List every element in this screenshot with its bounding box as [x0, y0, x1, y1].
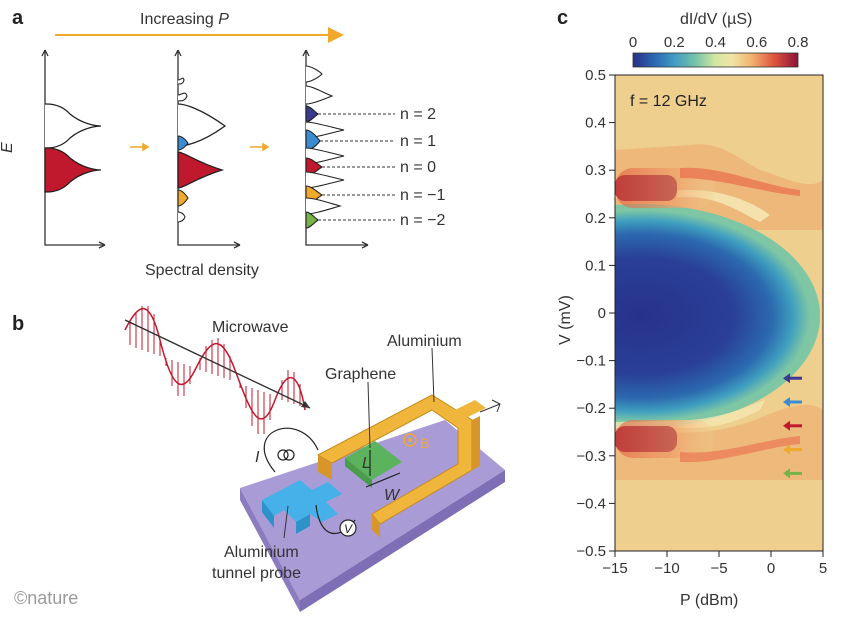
tunnel-probe: [262, 480, 342, 522]
ground-tab: [455, 400, 486, 418]
sideband-marker-arrow: [783, 444, 802, 455]
sideband-marker-arrow: [783, 420, 802, 431]
graphene-label: Graphene: [325, 366, 396, 383]
x-tick-label: −15: [602, 560, 627, 577]
x-axis-label: P (dBm): [680, 592, 738, 609]
n-label-2: n = 2: [400, 106, 436, 123]
spectrum-unperturbed: [44, 103, 102, 193]
y-axis-label: V (mV): [557, 295, 574, 345]
colorbar-ticks: 0 0.2 0.4 0.6 0.8: [629, 34, 809, 51]
y-axis-ticks: 0.5 0.4 0.3 0.2 0.1 0 −0.1 −0.2 −0.3 −0.4 −0.5: [576, 67, 615, 560]
y-tick-label: −0.5: [576, 543, 606, 560]
n-label-minus-1: n = −1: [400, 187, 445, 204]
y-tick-label: 0.1: [585, 257, 606, 274]
n-label-1: n = 1: [400, 133, 436, 150]
x-tick-label: −10: [654, 560, 679, 577]
x-tick-label: 0: [767, 560, 775, 577]
substrate: [240, 420, 505, 600]
colorbar: [632, 52, 799, 68]
n-label-minus-2: n = −2: [400, 212, 445, 229]
n-leader-lines: [318, 113, 395, 221]
y-tick-label: 0.3: [585, 162, 606, 179]
y-tick-label: 0.4: [585, 115, 606, 132]
nature-watermark: ©nature: [14, 588, 78, 608]
probe-label-line2: tunnel probe: [212, 565, 301, 582]
y-tick-label: 0.5: [585, 67, 606, 84]
y-tick-label: −0.4: [576, 495, 606, 512]
current-source-icon: [277, 449, 289, 461]
sideband-markers: [783, 373, 802, 479]
length-label: L: [362, 455, 371, 472]
spectrum-weak-drive: [177, 77, 227, 223]
magnetic-field-symbol: [403, 433, 417, 447]
aluminium-label: Aluminium: [387, 333, 462, 350]
colorbar-tick-label: 0.6: [746, 34, 767, 51]
colorbar-tick-label: 0.2: [664, 34, 685, 51]
sideband-marker-arrow: [783, 397, 802, 408]
graphene-flake: [345, 441, 402, 480]
colorbar-tick-label: 0.8: [788, 34, 809, 51]
voltage-label: V: [344, 522, 353, 536]
colorbar-label: dI/dV (µS): [680, 11, 752, 28]
voltmeter-icon: [339, 519, 357, 537]
lower-peak-red: [44, 147, 102, 193]
panel-a-title: Increasing P: [140, 11, 229, 28]
step-arrows: [130, 142, 270, 152]
heatmap: [615, 75, 823, 551]
spectral-density-label: Spectral density: [145, 262, 259, 279]
y-tick-label: −0.1: [576, 353, 606, 370]
n-label-0: n = 0: [400, 159, 436, 176]
colorbar-tick-label: 0: [629, 34, 637, 51]
colorbar-tick-label: 0.4: [705, 34, 726, 51]
current-label: I: [255, 449, 260, 466]
sideband-marker-arrow: [783, 468, 802, 479]
y-tick-label: 0: [598, 305, 606, 322]
x-tick-label: 5: [819, 560, 827, 577]
y-tick-label: 0.2: [585, 210, 606, 227]
microwave-wave: [124, 306, 311, 434]
energy-axis-label: E: [0, 142, 16, 153]
panel-b-letter: b: [12, 313, 24, 335]
microwave-label: Microwave: [212, 319, 289, 336]
spectrum-strong-drive: [305, 65, 345, 229]
upper-peak: [44, 103, 102, 149]
panel-a-letter: a: [12, 7, 24, 29]
x-axis-ticks: −15 −10 −5 0 5: [602, 551, 827, 577]
y-tick-label: −0.3: [576, 448, 606, 465]
panel-c-letter: c: [557, 7, 568, 29]
device-diagram: B L W I V: [240, 347, 505, 612]
sideband-marker-arrow: [783, 373, 802, 384]
y-tick-label: −0.2: [576, 400, 606, 417]
field-label: B: [420, 435, 429, 451]
probe-label-line1: Aluminium: [224, 544, 299, 561]
x-tick-label: −5: [710, 560, 727, 577]
frequency-annotation: f = 12 GHz: [630, 93, 707, 110]
width-label: W: [384, 487, 401, 504]
